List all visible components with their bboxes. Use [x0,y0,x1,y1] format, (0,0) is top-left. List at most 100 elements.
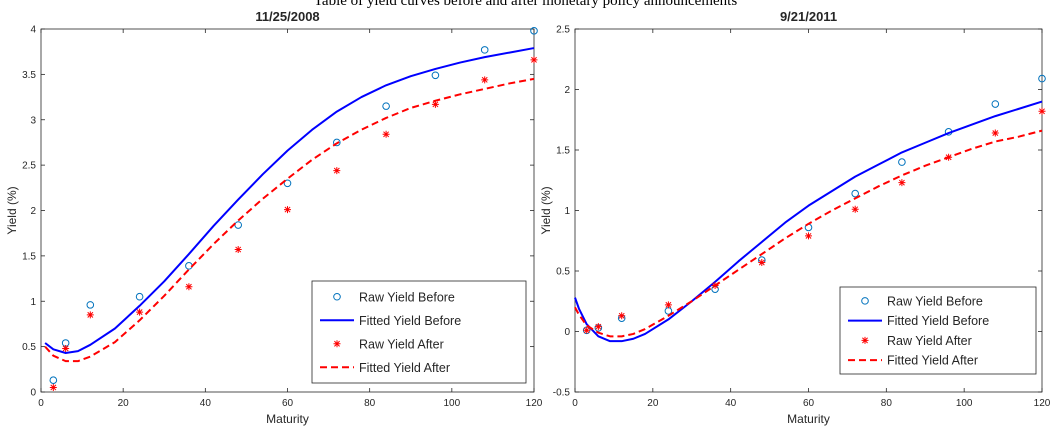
series-line [574,129,1043,338]
y-tick-label: 2 [564,85,570,96]
legend-item: Fitted Yield Before [320,314,461,328]
data-point [851,205,859,213]
data-point [333,138,341,147]
x-axis-label: Maturity [266,412,309,426]
x-tick-label: 80 [364,398,376,409]
data-point [991,129,999,137]
x-tick-label: 60 [803,398,815,409]
legend: Raw Yield Before Fitted Yield Before Raw Y… [839,286,1037,375]
x-tick-label: 20 [647,398,659,409]
legend-swatch [861,336,869,344]
legend-item: Raw Yield After [861,334,972,348]
x-tick-label: 0 [38,398,44,409]
data-point [618,312,626,320]
y-tick-label: 2.5 [22,161,36,172]
legend: Raw Yield Before Fitted Yield Before Raw Y… [311,280,527,384]
page-header: Table of yield curves before and after m… [0,0,1051,8]
legend-swatch [333,340,341,348]
data-point [284,206,291,214]
legend-item: Fitted Yield After [320,361,450,375]
data-point [758,259,766,267]
data-point [283,179,292,188]
x-tick-label: 40 [200,398,212,409]
series-line [44,47,535,354]
y-tick-label: 3.5 [22,70,36,81]
legend-item: Fitted Yield After [848,354,978,368]
data-point [382,130,390,138]
y-tick-label: 0 [564,327,570,338]
data-point [530,27,538,35]
y-axis-label: Yield (%) [5,186,19,234]
x-tick-label: 100 [443,398,460,409]
series-2 [574,100,1043,343]
data-point [185,283,193,291]
chart-title: 9/21/2011 [780,9,837,24]
legend-label: Raw Yield After [887,334,972,348]
legend-label: Raw Yield Before [887,294,983,308]
y-tick-label: 1.5 [22,251,36,262]
legend-item: Raw Yield Before [333,290,455,304]
x-tick-label: 80 [881,398,893,409]
page-header-text: Table of yield curves before and after m… [313,0,738,8]
data-point [431,100,439,108]
legend-swatch [861,297,869,305]
x-tick-label: 40 [725,398,737,409]
y-tick-label: 2.5 [556,25,570,36]
data-point [991,100,1000,108]
data-point [664,301,672,309]
data-point [86,311,94,319]
legend-label: Fitted Yield Before [359,314,461,328]
data-point [898,179,906,187]
legend-label: Raw Yield After [359,337,444,351]
x-tick-label: 120 [1034,398,1051,409]
y-tick-label: 1.5 [556,146,570,157]
legend-item: Raw Yield After [333,337,444,351]
y-tick-label: 3 [30,115,36,126]
data-point [136,308,144,316]
data-point [49,383,57,391]
y-tick-label: 2 [30,206,36,217]
x-tick-label: 60 [282,398,294,409]
data-point [1038,107,1046,115]
series-line [574,100,1043,343]
series-line [44,77,535,363]
series-2 [44,47,535,354]
series-4 [44,77,535,363]
legend-label: Raw Yield Before [359,290,455,304]
data-point [234,246,242,254]
legend-item: Raw Yield Before [861,294,983,308]
data-point [851,189,860,198]
data-point [805,232,812,240]
chart-title: 11/25/2008 [255,9,319,24]
series-4 [574,129,1043,338]
data-point [898,158,906,166]
y-tick-label: 0 [30,388,36,399]
legend-box [311,280,527,384]
y-tick-label: 1 [564,206,570,217]
y-tick-label: 4 [30,25,36,36]
x-tick-label: 0 [572,398,578,409]
x-tick-label: 120 [526,398,543,409]
series-3 [49,56,538,391]
data-point [49,376,58,385]
y-tick-label: 0.5 [22,342,36,353]
data-point [431,71,440,80]
y-tick-label: -0.5 [553,388,571,399]
data-point [333,167,341,175]
x-tick-label: 20 [118,398,130,409]
y-tick-label: 0.5 [556,267,570,278]
legend-label: Fitted Yield Before [887,314,989,328]
legend-swatch [333,292,341,301]
data-point [62,344,70,352]
data-point [583,326,591,334]
chart-panel-1: 0 20 40 60 80 100 120 0 0.5 1 1.5 2 2.5 3 3.5 4 11/25/20… [5,9,543,426]
series-1 [49,27,538,385]
x-tick-label: 100 [956,398,973,409]
legend-label: Fitted Yield After [887,354,978,368]
y-tick-label: 1 [30,297,36,308]
data-point [480,46,489,54]
data-point [135,292,144,301]
legend-item: Fitted Yield Before [848,314,989,328]
data-point [382,102,390,110]
